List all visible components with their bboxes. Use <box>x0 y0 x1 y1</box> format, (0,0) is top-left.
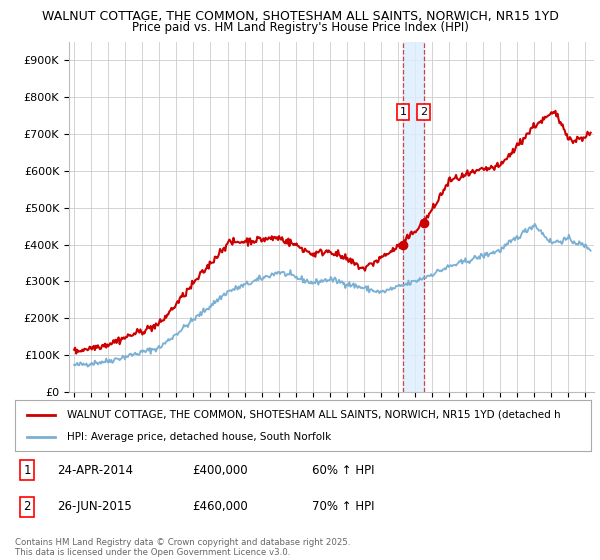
Text: 1: 1 <box>23 464 31 477</box>
Text: HPI: Average price, detached house, South Norfolk: HPI: Average price, detached house, Sout… <box>67 432 331 442</box>
Text: 26-JUN-2015: 26-JUN-2015 <box>57 500 132 514</box>
Text: 60% ↑ HPI: 60% ↑ HPI <box>312 464 374 477</box>
Text: £460,000: £460,000 <box>192 500 248 514</box>
Text: WALNUT COTTAGE, THE COMMON, SHOTESHAM ALL SAINTS, NORWICH, NR15 1YD (detached h: WALNUT COTTAGE, THE COMMON, SHOTESHAM AL… <box>67 409 560 419</box>
Text: Price paid vs. HM Land Registry's House Price Index (HPI): Price paid vs. HM Land Registry's House … <box>131 21 469 34</box>
Bar <box>403 42 424 392</box>
Text: 2: 2 <box>420 107 427 117</box>
Text: 1: 1 <box>400 107 407 117</box>
Text: 24-APR-2014: 24-APR-2014 <box>57 464 133 477</box>
Text: £400,000: £400,000 <box>192 464 248 477</box>
Text: 2: 2 <box>23 500 31 514</box>
Text: WALNUT COTTAGE, THE COMMON, SHOTESHAM ALL SAINTS, NORWICH, NR15 1YD: WALNUT COTTAGE, THE COMMON, SHOTESHAM AL… <box>41 10 559 23</box>
Text: Contains HM Land Registry data © Crown copyright and database right 2025.
This d: Contains HM Land Registry data © Crown c… <box>15 538 350 557</box>
Text: 70% ↑ HPI: 70% ↑ HPI <box>312 500 374 514</box>
